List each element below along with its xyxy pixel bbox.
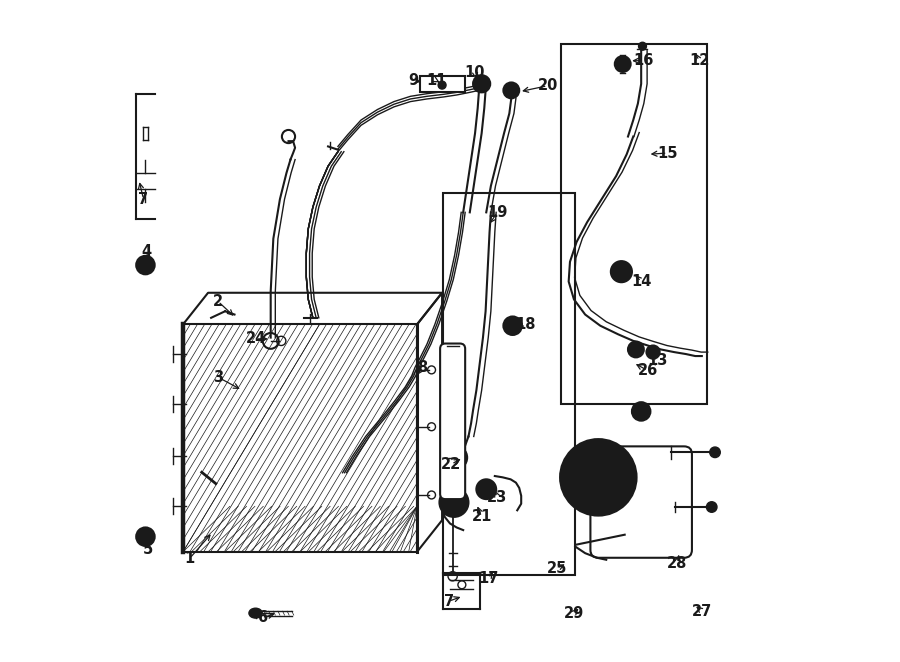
Text: 21: 21 (472, 509, 491, 524)
Circle shape (473, 75, 491, 93)
Text: 27: 27 (692, 604, 712, 619)
Circle shape (560, 439, 636, 516)
Text: 16: 16 (633, 53, 653, 68)
Ellipse shape (249, 608, 262, 618)
Circle shape (136, 256, 155, 274)
Text: 9: 9 (409, 73, 419, 88)
Text: 17: 17 (478, 571, 499, 586)
Text: 11: 11 (426, 73, 446, 88)
Circle shape (444, 446, 467, 469)
Circle shape (615, 56, 631, 72)
Circle shape (503, 316, 522, 335)
Text: 3: 3 (213, 369, 223, 385)
Circle shape (710, 447, 720, 457)
Text: 18: 18 (516, 317, 536, 332)
Text: 26: 26 (637, 363, 658, 378)
Text: 4: 4 (141, 244, 152, 260)
Text: 14: 14 (631, 274, 652, 289)
Circle shape (140, 532, 150, 542)
Circle shape (638, 42, 646, 50)
Circle shape (646, 346, 660, 359)
Text: 13: 13 (647, 353, 668, 368)
Text: 29: 29 (563, 606, 584, 621)
Circle shape (637, 408, 645, 415)
Circle shape (706, 502, 717, 512)
Text: 25: 25 (546, 561, 567, 576)
Circle shape (503, 83, 519, 98)
Bar (420, 76, 465, 93)
Text: 15: 15 (657, 146, 678, 160)
Text: 28: 28 (667, 555, 688, 571)
Bar (561, 44, 707, 404)
Text: 7: 7 (139, 192, 148, 207)
Circle shape (581, 461, 615, 494)
FancyBboxPatch shape (440, 344, 465, 499)
Text: 1: 1 (184, 551, 194, 566)
Circle shape (136, 528, 155, 546)
FancyBboxPatch shape (590, 446, 692, 558)
Text: 24: 24 (246, 332, 266, 346)
Bar (444, 193, 575, 575)
Text: 10: 10 (464, 65, 485, 80)
Text: 20: 20 (537, 78, 558, 93)
Text: 22: 22 (441, 457, 462, 471)
Circle shape (140, 260, 150, 269)
Text: 23: 23 (487, 490, 508, 504)
Circle shape (619, 61, 626, 68)
Text: 5: 5 (143, 542, 153, 557)
Text: 12: 12 (689, 53, 709, 68)
Text: 6: 6 (257, 610, 267, 626)
Circle shape (628, 342, 644, 357)
Text: 2: 2 (213, 294, 223, 309)
Text: 19: 19 (487, 205, 508, 220)
Circle shape (476, 479, 496, 499)
Circle shape (439, 488, 469, 517)
Circle shape (611, 261, 632, 282)
Circle shape (438, 81, 446, 89)
Circle shape (632, 402, 651, 420)
Text: 8: 8 (418, 359, 428, 375)
Text: 7: 7 (444, 594, 454, 609)
